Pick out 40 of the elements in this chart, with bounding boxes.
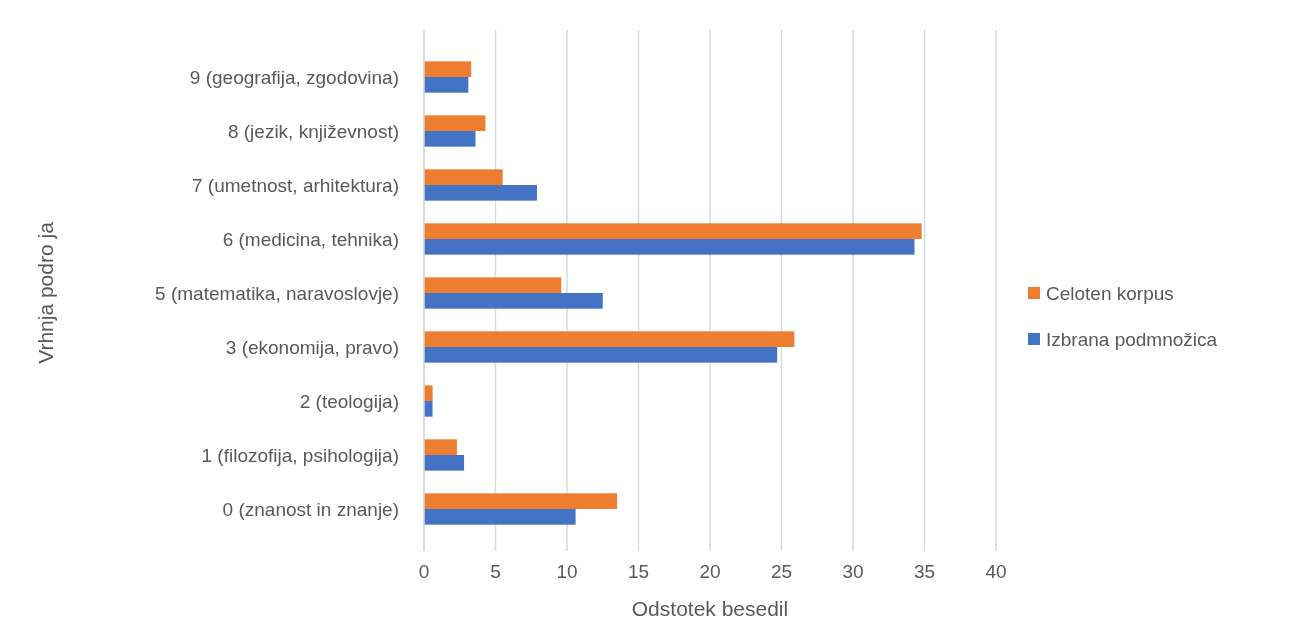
y-tick-label: 7 (umetnost, arhitektura) (192, 174, 399, 196)
bar (424, 169, 503, 185)
x-tick-label: 35 (913, 561, 936, 582)
x-axis-title: Odstotek besedil (631, 597, 789, 618)
bar (424, 385, 433, 401)
bar (424, 347, 778, 363)
bar (424, 223, 922, 239)
bar (424, 401, 433, 417)
bar (424, 493, 618, 509)
y-tick-label: 2 (teologija) (299, 390, 399, 412)
x-tick-label: 15 (627, 561, 650, 582)
bar (424, 439, 457, 455)
bar (424, 455, 465, 471)
bar (424, 131, 476, 147)
y-tick-label: 1 (filozofija, psihologija) (201, 444, 399, 466)
bar (424, 185, 537, 201)
bar (424, 61, 472, 77)
x-tick-label: 10 (556, 561, 578, 582)
x-tick-label: 5 (490, 561, 501, 582)
x-tick-label: 40 (985, 561, 1007, 582)
legend-label: Izbrana podmnožica (1046, 328, 1218, 350)
bar (424, 239, 915, 255)
bar (424, 509, 576, 525)
x-tick-label: 30 (842, 561, 864, 582)
y-axis-title: Vrhnja podro ja (34, 221, 57, 364)
bar (424, 331, 795, 347)
x-tick-label: 25 (770, 561, 793, 582)
y-tick-label: 5 (matematika, naravoslovje) (155, 282, 399, 304)
y-tick-label: 9 (geografija, zgodovina) (189, 66, 399, 88)
bar (424, 77, 469, 93)
y-tick-label: 8 (jezik, književnost) (227, 120, 399, 142)
legend-label: Celoten korpus (1046, 282, 1174, 304)
y-tick-label: 6 (medicina, tehnika) (222, 228, 399, 250)
bar (424, 293, 603, 309)
bar (424, 115, 486, 131)
y-tick-label: 0 (znanost in znanje) (222, 498, 399, 520)
x-tick-label: 20 (699, 561, 721, 582)
bar (424, 277, 562, 293)
y-tick-label: 3 (ekonomija, pravo) (225, 336, 399, 358)
x-tick-label: 0 (418, 561, 430, 582)
